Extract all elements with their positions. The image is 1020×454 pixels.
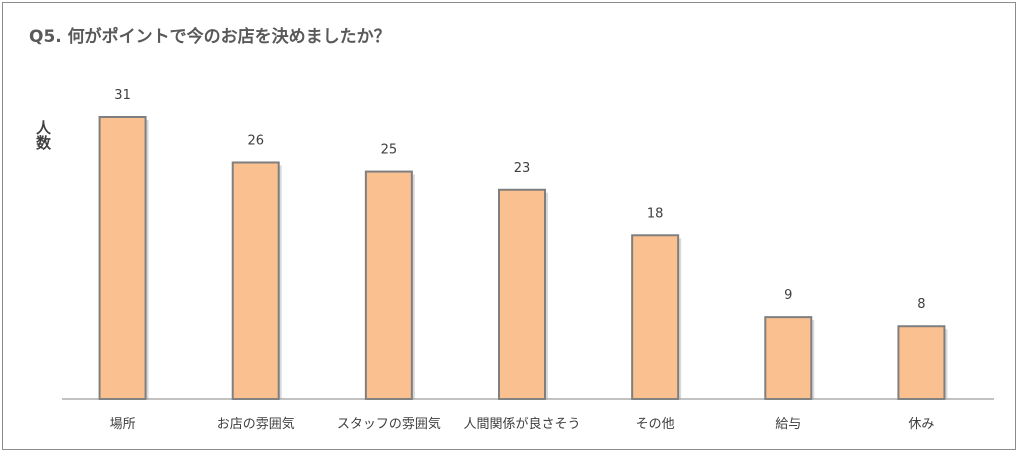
bar xyxy=(631,234,680,400)
bar xyxy=(764,316,813,400)
category-label: お店の雰囲気 xyxy=(217,416,295,432)
category-label: 給与 xyxy=(775,417,801,432)
data-label: 26 xyxy=(247,133,264,148)
bar xyxy=(364,170,413,400)
category-label: スタッフの雰囲気 xyxy=(337,416,441,432)
bar xyxy=(498,188,546,400)
category-label: その他 xyxy=(636,417,675,432)
bar xyxy=(98,116,147,400)
data-label: 31 xyxy=(114,88,131,103)
bar xyxy=(231,161,280,400)
y-axis-label: 人数 xyxy=(34,120,52,150)
chart-title: Q5. 何がポイントで今のお店を決めましたか？ xyxy=(29,27,391,47)
data-label: 9 xyxy=(784,288,792,303)
data-label: 25 xyxy=(381,143,398,158)
bar xyxy=(897,325,946,400)
category-label: 場所 xyxy=(110,417,136,432)
category-label: 人間関係が良さそう xyxy=(463,416,580,432)
data-label: 8 xyxy=(917,297,925,312)
category-label: 休み xyxy=(908,417,934,432)
data-label: 23 xyxy=(514,161,531,176)
data-label: 18 xyxy=(647,206,664,221)
